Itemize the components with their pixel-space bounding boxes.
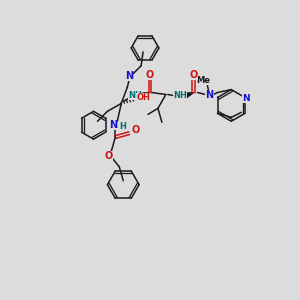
Text: N: N [125,71,133,81]
Text: N: N [242,94,250,103]
Polygon shape [141,92,150,98]
Text: O: O [146,70,154,80]
Text: NH: NH [173,91,187,100]
Polygon shape [185,92,194,98]
Text: N: N [109,120,117,130]
Text: NH: NH [128,91,142,100]
Text: O: O [104,151,112,161]
Text: H: H [119,122,126,131]
Text: O: O [131,125,139,135]
Text: N: N [206,89,214,100]
Text: Me: Me [196,76,211,85]
Text: O: O [190,70,198,80]
Text: OH: OH [136,93,150,102]
